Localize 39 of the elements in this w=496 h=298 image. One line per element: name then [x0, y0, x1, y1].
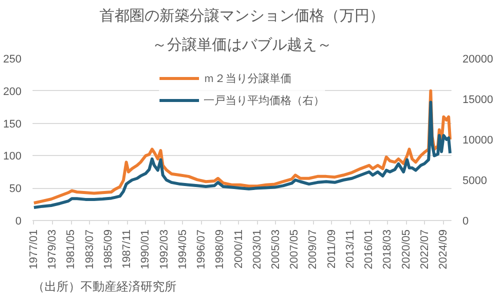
y2-tick-label: 20000	[462, 54, 494, 66]
y-tick-label: 150	[3, 118, 22, 130]
legend-label: ｍ２当り分譲単価	[204, 72, 292, 86]
y-tick-label: 50	[9, 183, 22, 196]
x-tick-label: 2007/05	[288, 229, 301, 270]
x-tick-label: 1996/07	[196, 229, 208, 270]
y-tick-label: 0	[15, 216, 22, 228]
x-tick-label: 2000/11	[232, 229, 245, 268]
x-tick-label: 2011/09	[326, 229, 338, 268]
y2-tick-label: 15000	[462, 94, 494, 106]
x-tick-label: 1981/05	[65, 229, 78, 270]
x-tick-label: 1992/03	[158, 229, 170, 270]
y-tick-label: 200	[3, 86, 22, 98]
legend-label: 一戸当り平均価格（右）	[204, 94, 324, 108]
chart-subtitle: ～分譲単価はバブル越え～	[152, 36, 332, 54]
x-tick-label: 1985/09	[102, 229, 114, 270]
x-tick-label: 2018/03	[382, 229, 394, 270]
x-tick-label: 2003/01	[251, 229, 264, 270]
x-tick-label: 2005/03	[270, 229, 282, 270]
x-tick-label: 1979/03	[46, 229, 59, 270]
y2-tick-label: 10000	[462, 134, 494, 146]
x-tick-label: 1998/09	[214, 229, 226, 270]
x-tick-label: 1994/05	[176, 229, 189, 270]
y-tick-label: 100	[3, 150, 22, 163]
text: （出所）不動産経済研究所	[32, 280, 176, 294]
chart-title: 首都圏の新築分譲マンション価格（万円）	[100, 8, 384, 24]
x-tick-label: 2024/09	[438, 229, 450, 270]
x-tick-label: 2009/07	[307, 229, 320, 270]
x-tick-label: 2016/01	[363, 229, 376, 270]
x-tick-label: 1977/01	[28, 229, 40, 270]
x-tick-label: 2020/05	[400, 229, 412, 270]
x-tick-label: 2013/11	[344, 229, 357, 268]
x-tick-label: 1990/01	[140, 229, 152, 270]
y2-tick-label: 5000	[462, 175, 487, 187]
x-tick-label: 1983/07	[84, 229, 96, 270]
y-tick-label: 250	[3, 54, 22, 66]
x-tick-label: 1987/11	[121, 229, 134, 268]
y2-tick-label: 0	[462, 216, 469, 228]
x-tick-label: 2022/07	[418, 229, 431, 270]
